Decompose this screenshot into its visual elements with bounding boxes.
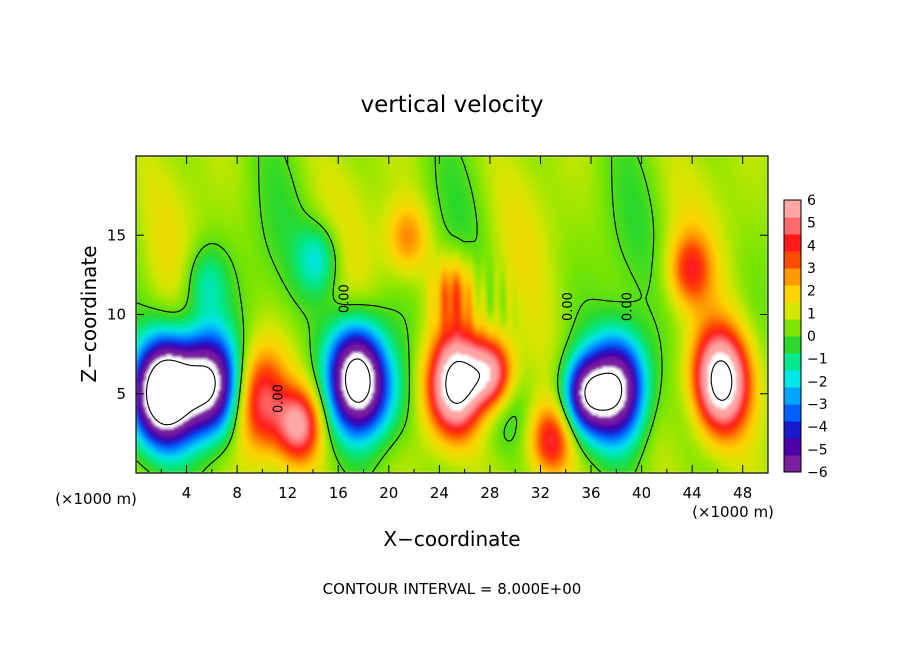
colorbar-band (784, 319, 801, 337)
colorbar-tick-label: 2 (807, 284, 816, 300)
colorbar-band (784, 455, 801, 472)
x-axis-ticks: 4 8 12 16 20 24 28 32 36 40 44 48 (160, 156, 752, 502)
contour-label: 0.00 (561, 292, 576, 321)
contour-labels: 0.00 0.00 0.00 0.00 (272, 284, 636, 413)
colorbar-band (784, 404, 801, 422)
contour-line (445, 360, 733, 404)
contour-label: 0.00 (337, 284, 352, 313)
x-tick-label: 8 (232, 484, 242, 502)
colorbar-tick-label: 5 (807, 216, 816, 232)
contour-label: 0.00 (620, 292, 635, 321)
x-tick-label: 4 (182, 484, 192, 502)
x-tick-label: 12 (278, 484, 297, 502)
colorbar-band (784, 217, 801, 235)
y-tick-label: 15 (107, 226, 126, 244)
x-unit-left: (×1000 m) (55, 490, 137, 508)
colorbar-tick-label: 3 (807, 261, 816, 277)
colorbar-band (784, 302, 801, 320)
x-tick-label: 24 (430, 484, 449, 502)
x-tick-label: 44 (683, 484, 702, 502)
y-tick-label: 5 (116, 385, 126, 403)
y-axis-label: Z−coordinate (77, 245, 101, 382)
colorbar-tick-label: −6 (807, 465, 828, 481)
x-unit-right: (×1000 m) (692, 503, 774, 521)
colorbar-tick-label: −3 (807, 397, 828, 413)
colorbar: 6 5 4 3 2 1 0 −1 −2 −3 −4 −5 −6 (783, 193, 828, 481)
colorbar-band (784, 370, 801, 388)
x-tick-label: 16 (329, 484, 348, 502)
colorbar-tick-label: −4 (807, 420, 828, 436)
x-tick-label: 20 (379, 484, 398, 502)
x-tick-label: 32 (531, 484, 550, 502)
chart-title: vertical velocity (361, 92, 544, 118)
y-tick-label: 10 (107, 306, 126, 324)
contour-line (136, 156, 663, 473)
colorbar-tick-label: −1 (807, 352, 828, 368)
colorbar-band (784, 353, 801, 371)
colorbar-band (784, 200, 801, 218)
zero-contours (136, 156, 733, 473)
colorbar-band (784, 438, 801, 456)
velocity-field (136, 156, 768, 473)
colorbar-band (784, 251, 801, 269)
contour-interval-footer: CONTOUR INTERVAL = 8.000E+00 (323, 580, 582, 598)
contour-label: 0.00 (272, 384, 287, 413)
x-tick-label: 36 (581, 484, 600, 502)
colorbar-tick-label: 4 (807, 238, 816, 254)
colorbar-tick-label: 0 (807, 329, 816, 345)
heatmap-plot-area (136, 156, 768, 473)
x-tick-label: 48 (733, 484, 752, 502)
colorbar-band (784, 421, 801, 439)
colorbar-band (784, 285, 801, 303)
colorbar-tick-label: 1 (807, 306, 816, 322)
colorbar-band (784, 387, 801, 405)
colorbar-tick-label: −2 (807, 374, 828, 390)
x-axis-label: X−coordinate (383, 527, 520, 551)
colorbar-band (784, 336, 801, 354)
colorbar-tick-label: −5 (807, 442, 828, 458)
x-tick-label: 28 (480, 484, 499, 502)
colorbar-tick-label: 6 (807, 193, 816, 209)
colorbar-band (784, 234, 801, 252)
x-tick-label: 40 (632, 484, 651, 502)
y-axis-ticks: 5 10 15 (107, 226, 768, 403)
colorbar-band (784, 268, 801, 286)
negative-contour-line (145, 358, 623, 426)
